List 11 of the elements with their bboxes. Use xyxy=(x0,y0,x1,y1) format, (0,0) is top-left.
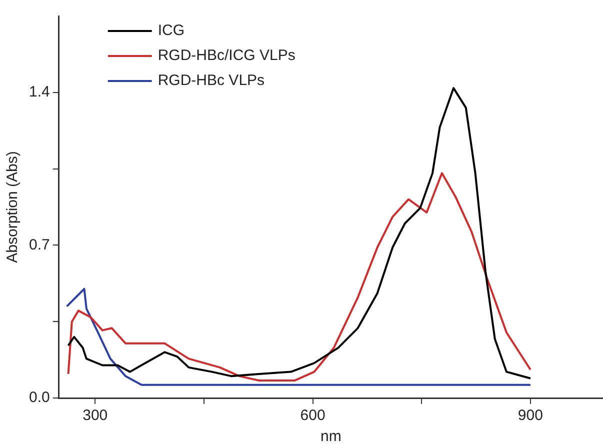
x-tick-label: 600 xyxy=(300,407,326,424)
x-tick-label: 300 xyxy=(82,407,108,424)
y-tick-label: 0.0 xyxy=(28,389,50,406)
legend-label: ICG xyxy=(158,22,185,40)
y-axis-title: Absorption (Abs) xyxy=(4,151,22,263)
x-axis-title: nm xyxy=(320,428,342,446)
y-tick-label: 1.4 xyxy=(28,84,50,101)
x-tick-label: 900 xyxy=(518,407,543,424)
legend-label: RGD-HBc/ICG VLPs xyxy=(158,47,296,64)
legend-label: RGD-HBc VLPs xyxy=(158,72,265,90)
y-tick-label: 0.7 xyxy=(28,236,50,254)
